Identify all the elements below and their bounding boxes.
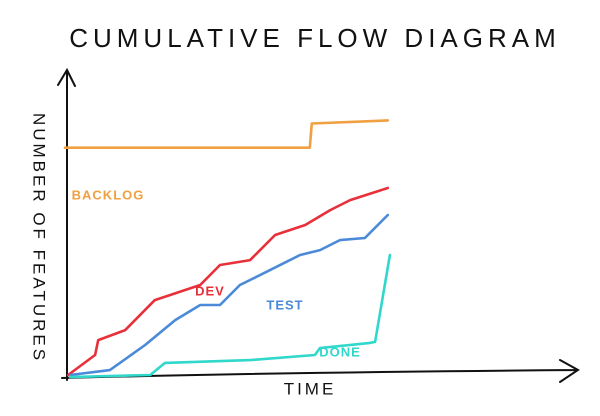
series-line <box>66 186 390 377</box>
series-line <box>68 253 392 379</box>
chart-title: CUMULATIVE FLOW DIAGRAM <box>69 23 561 53</box>
x-axis-label: TIME <box>284 379 337 398</box>
series-label: BACKLOG <box>72 187 145 202</box>
series-label: DONE <box>319 344 361 359</box>
y-axis-label: NUMBER OF FEATURES <box>30 113 49 363</box>
series-line <box>63 119 390 149</box>
y-axis <box>57 67 76 381</box>
series-line <box>68 213 390 377</box>
series-label: TEST <box>266 297 303 312</box>
series-label: DEV <box>195 283 225 298</box>
